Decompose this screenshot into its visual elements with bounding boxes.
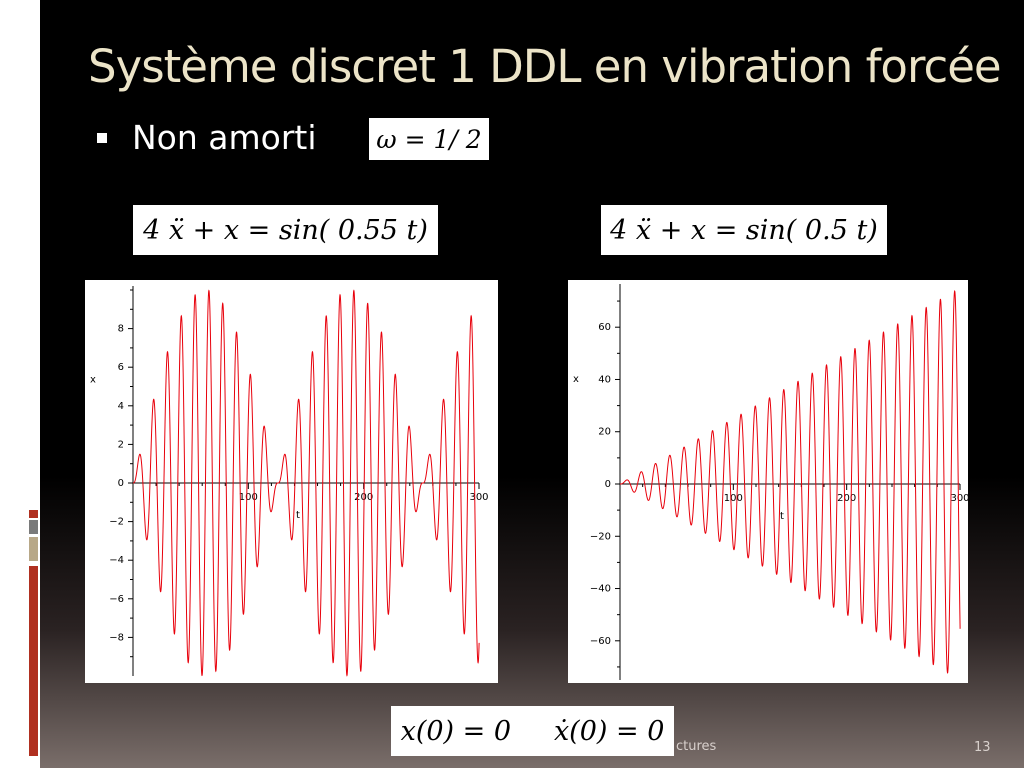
y-axis-label: x [573, 374, 579, 385]
x-axis-label: t [296, 510, 300, 521]
y-tick-label: 6 [118, 362, 124, 373]
accent-bar-3 [29, 537, 38, 561]
x-tick-label: 200 [837, 493, 856, 504]
y-axis-label: x [90, 375, 96, 386]
plot-right-svg: 100 200 300 −60 −40 −20 0 20 40 60 t x [573, 284, 968, 680]
bullet-item: Non amorti [97, 118, 317, 157]
omega-equation: ω = 1/ 2 [369, 118, 489, 160]
bullet-text: Non amorti [132, 118, 317, 157]
y-tick-label: 60 [598, 322, 611, 333]
accent-bar-2 [29, 520, 38, 534]
y-tick-label: −2 [109, 517, 124, 528]
x-axis-label: t [780, 511, 784, 522]
footer-text: ctures [676, 739, 717, 754]
accent-bar-1 [29, 510, 38, 518]
series-line-1-0 [620, 289, 961, 674]
bullet-square-icon [97, 132, 107, 143]
slide-title: Système discret 1 DDL en vibration forcé… [88, 40, 1002, 93]
y-tick-label: 2 [118, 439, 124, 450]
y-tick-label: −8 [109, 632, 124, 643]
y-tick-label: 8 [118, 324, 124, 335]
y-tick-label: 40 [598, 374, 611, 385]
y-tick-label: 0 [118, 478, 124, 489]
series-line-0-0 [133, 289, 480, 677]
y-tick-label: 4 [118, 401, 124, 412]
page-number: 13 [974, 740, 991, 755]
initial-conditions-equation: x(0) = 0 ẋ(0) = 0 [391, 706, 674, 756]
y-tick-label: −4 [109, 555, 124, 566]
x-tick-label: 100 [724, 493, 743, 504]
y-tick-label: −40 [590, 584, 611, 595]
equation-left: 4 ẍ + x = sin( 0.55 t) [133, 205, 438, 255]
y-tick-label: −60 [590, 636, 611, 647]
y-tick-label: −6 [109, 594, 124, 605]
x-tick-label: 300 [950, 493, 968, 504]
plot-left: 100 200 300 −8 −6 −4 −2 0 2 4 6 8 t x [85, 280, 498, 683]
accent-bar-4 [29, 566, 38, 756]
y-tick-label: 0 [605, 479, 611, 490]
y-tick-label: −20 [590, 531, 611, 542]
y-tick-label: 20 [598, 427, 611, 438]
equation-right: 4 ẍ + x = sin( 0.5 t) [601, 205, 887, 255]
x-tick-label: 300 [469, 492, 488, 503]
x-tick-label: 100 [239, 492, 258, 503]
plot-right: 100 200 300 −60 −40 −20 0 20 40 60 t x [568, 280, 968, 683]
